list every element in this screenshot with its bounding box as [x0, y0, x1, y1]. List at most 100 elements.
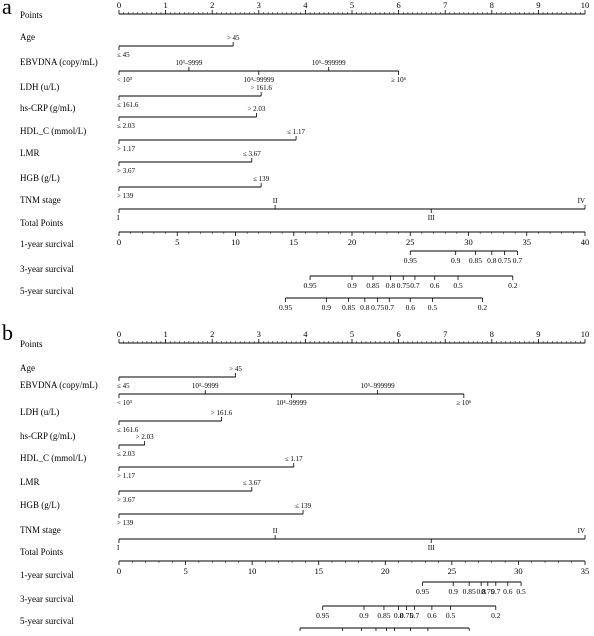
survival-tick-label: 0.85	[469, 256, 482, 265]
survival-tick-label: 0.9	[322, 303, 332, 312]
survival-tick-label: 0.95	[416, 587, 429, 596]
variable-name: LMR	[20, 148, 40, 158]
points-tick-label: 9	[536, 0, 540, 10]
variable-name: HDL_C (mmol/L)	[20, 453, 86, 463]
variable-level-label: 10⁵–999999	[312, 59, 346, 67]
points-tick-label: 2	[210, 329, 214, 339]
variable-level-label: > 1.17	[117, 472, 135, 480]
points-tick-label: 3	[257, 329, 261, 339]
variable-name: TNM stage	[20, 525, 61, 535]
variable-level-label: 10⁵–999999	[361, 382, 395, 390]
variable-name: Age	[20, 32, 35, 42]
variable-name: hs-CRP (g/mL)	[20, 103, 75, 113]
points-axis-label: Points	[20, 339, 43, 349]
variable-name: HGB (g/L)	[20, 173, 60, 183]
variable-level-label: 10³–9999	[176, 59, 203, 67]
points-tick-label: 5	[350, 329, 354, 339]
survival-tick-label: 0.85	[366, 281, 379, 290]
variable-level-label: II	[273, 527, 278, 535]
points-tick-label: 0	[117, 329, 121, 339]
survival-axis-name: 3-year surcival	[20, 264, 74, 274]
variable-level-label: ≤ 139	[295, 502, 312, 510]
survival-tick-label: 0.7	[513, 256, 523, 265]
points-tick-label: 6	[396, 329, 400, 339]
variable-level-label: < 10³	[117, 399, 132, 407]
survival-tick-label: 0.6	[427, 611, 437, 620]
survival-tick-label: 0.5	[446, 611, 456, 620]
points-tick-label: 4	[303, 0, 308, 10]
survival-tick-label: 0.95	[279, 303, 292, 312]
points-axis-label: Points	[20, 10, 43, 20]
points-tick-label: 3	[257, 0, 261, 10]
survival-tick-label: 0.9	[359, 611, 369, 620]
variable-name: TNM stage	[20, 195, 61, 205]
variable-level-label: < 10³	[117, 76, 132, 84]
variable-level-label: > 139	[117, 519, 134, 527]
survival-tick-label: 0.6	[503, 587, 513, 596]
survival-tick-label: 0.6	[406, 303, 416, 312]
variable-level-label: ≤ 161.6	[117, 101, 139, 109]
survival-tick-label: 0.9	[451, 256, 461, 265]
survival-tick-label: 0.7	[410, 281, 420, 290]
variable-level-label: 10³–9999	[192, 382, 219, 390]
variable-level-label: > 45	[229, 365, 242, 373]
survival-tick-label: 0.75	[481, 587, 494, 596]
survival-tick-label: 0.85	[377, 611, 390, 620]
total-points-tick-label: 0	[117, 237, 121, 247]
survival-axis-name: 1-year surcival	[20, 239, 74, 249]
total-points-tick-label: 30	[514, 566, 523, 576]
variable-level-label: > 2.03	[136, 433, 154, 441]
points-tick-label: 9	[536, 329, 540, 339]
points-tick-label: 6	[396, 0, 400, 10]
total-points-tick-label: 20	[381, 566, 390, 576]
survival-tick-label: 0.7	[385, 303, 395, 312]
variable-level-label: ≤ 161.6	[117, 426, 139, 434]
total-points-tick-label: 15	[290, 237, 299, 247]
variable-level-label: ≥ 10⁶	[391, 76, 407, 84]
variable-level-label: III	[428, 214, 436, 222]
total-points-tick-label: 5	[183, 566, 187, 576]
panel-label: b	[2, 320, 13, 345]
variable-level-label: > 3.67	[117, 167, 135, 175]
total-points-tick-label: 10	[231, 237, 240, 247]
points-tick-label: 8	[490, 329, 494, 339]
survival-tick-label: 0.95	[303, 281, 316, 290]
survival-tick-label: 0.8	[476, 587, 486, 596]
points-tick-label: 1	[163, 0, 167, 10]
survival-tick-label: 0.75	[498, 256, 511, 265]
survival-axis-name: 5-year surcival	[20, 286, 74, 296]
variable-level-label: ≤ 45	[117, 51, 130, 59]
total-points-tick-label: 40	[581, 237, 590, 247]
total-points-tick-label: 20	[348, 237, 357, 247]
survival-tick-label: 0.75	[371, 303, 384, 312]
total-points-tick-label: 25	[448, 566, 457, 576]
variable-level-label: 10⁴–99999	[244, 76, 275, 84]
survival-tick-label: 0.9	[347, 281, 357, 290]
points-tick-label: 2	[210, 0, 214, 10]
variable-level-label: III	[428, 544, 436, 552]
survival-tick-label: 0.9	[449, 587, 459, 596]
survival-axis-name: 5-year surcival	[20, 616, 74, 626]
survival-tick-label: 0.75	[400, 611, 413, 620]
survival-axis-name: 1-year surcival	[20, 570, 74, 580]
variable-level-label: 10⁴–99999	[276, 399, 307, 407]
variable-level-label: ≥ 10⁶	[456, 399, 472, 407]
total-points-tick-label: 15	[314, 566, 323, 576]
survival-tick-label: 0.95	[404, 256, 417, 265]
variable-name: LDH (u/L)	[20, 82, 59, 92]
variable-level-label: > 1.17	[117, 145, 135, 153]
survival-tick-label: 0.5	[516, 587, 526, 596]
variable-level-label: ≤ 139	[253, 175, 270, 183]
variable-level-label: I	[117, 544, 120, 552]
total-points-tick-label: 35	[523, 237, 532, 247]
survival-tick-label: 0.95	[316, 611, 329, 620]
points-tick-label: 7	[443, 329, 447, 339]
survival-tick-label: 0.7	[410, 611, 420, 620]
variable-level-label: > 139	[117, 192, 134, 200]
variable-level-label: ≤ 2.03	[117, 122, 135, 130]
variable-level-label: I	[117, 214, 120, 222]
variable-level-label: ≤ 3.67	[243, 150, 261, 158]
variable-name: hs-CRP (g/mL)	[20, 431, 75, 441]
variable-level-label: ≤ 1.17	[287, 128, 305, 136]
points-tick-label: 7	[443, 0, 447, 10]
